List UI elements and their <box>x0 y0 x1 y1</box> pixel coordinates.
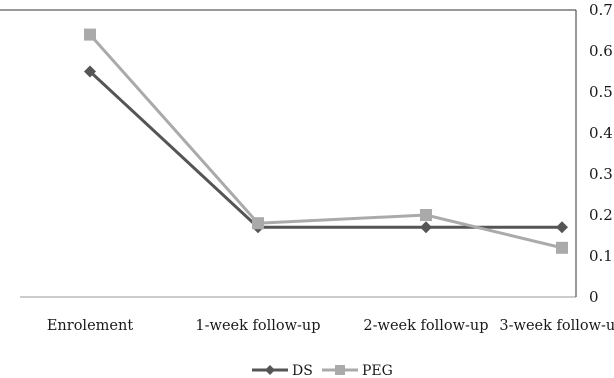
series-line-ds <box>88 70 562 229</box>
x-axis-category-labels: Enrolement 1-week follow-up 2-week follow-… <box>47 318 614 334</box>
y-tick-label: 0.7 <box>589 1 613 19</box>
data-point-ds <box>84 65 96 78</box>
y-tick-label: 0.5 <box>589 83 613 101</box>
y-tick-label: 0.1 <box>589 247 613 265</box>
y-tick-label: 0 <box>589 288 599 306</box>
legend-item-peg: PEG <box>322 363 393 378</box>
series-layer <box>84 28 568 254</box>
legend-label: PEG <box>362 363 393 378</box>
legend-item-ds: DS <box>252 363 313 378</box>
y-tick-label: 0.6 <box>589 42 613 60</box>
legend-marker <box>335 365 345 375</box>
x-category-label: Enrolement <box>47 318 133 334</box>
data-point-peg <box>420 209 432 221</box>
y-tick-label: 0.3 <box>589 165 613 183</box>
x-category-label: 2-week follow-up <box>363 318 488 334</box>
y-tick-label: 0.4 <box>589 124 613 142</box>
y-tick-label: 0.2 <box>589 206 613 224</box>
x-category-label: 3-week follow-up <box>499 318 614 334</box>
series-line-peg <box>88 33 563 250</box>
legend-label: DS <box>292 363 313 378</box>
legend-marker <box>265 365 275 375</box>
data-point-peg <box>252 217 264 230</box>
x-category-label: 1-week follow-up <box>195 318 320 334</box>
data-point-peg <box>84 28 96 41</box>
data-point-ds <box>420 221 432 234</box>
data-point-peg <box>556 241 568 254</box>
data-point-ds <box>556 221 568 234</box>
legend: DS PEG <box>252 363 393 378</box>
y-axis-ticks: 0 0.1 0.2 0.3 0.4 0.5 0.6 0.7 <box>589 1 613 306</box>
